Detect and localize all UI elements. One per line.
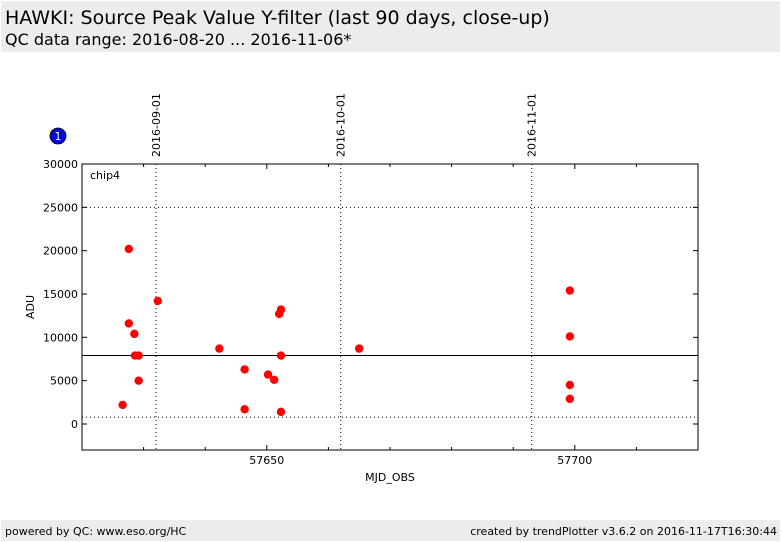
x-tick-label: 57700 <box>557 454 592 467</box>
data-point <box>276 351 286 360</box>
panel-label: chip4 <box>90 169 120 182</box>
data-point <box>134 351 143 360</box>
data-point <box>355 344 364 353</box>
date-markers: 2016-09-01 2016-10-01 2016-11-01 <box>150 93 539 450</box>
data-point <box>130 329 139 339</box>
data-point <box>134 376 143 385</box>
y-tick-label: 25000 <box>43 201 78 214</box>
date-marker-label: 2016-11-01 <box>526 93 539 157</box>
badge-icon: 1 <box>49 127 67 145</box>
data-point <box>565 380 575 390</box>
page-subtitle: QC data range: 2016-08-20 ... 2016-11-06… <box>5 30 352 49</box>
data-point <box>124 319 134 328</box>
data-points <box>118 244 575 417</box>
badge-number: 1 <box>55 130 62 143</box>
y-tick-label: 5000 <box>50 375 78 388</box>
x-axis-ticks: 57650 57700 <box>81 164 699 467</box>
data-point <box>276 407 286 417</box>
data-point <box>565 332 575 341</box>
y-tick-label: 20000 <box>43 245 78 258</box>
data-point <box>269 375 279 384</box>
data-point <box>153 296 162 306</box>
y-tick-label: 15000 <box>43 288 78 301</box>
grid-lines <box>82 206 698 418</box>
page-title: HAWKI: Source Peak Value Y-filter (last … <box>5 7 550 29</box>
y-axis-label: ADU <box>24 295 37 319</box>
data-point <box>118 400 127 410</box>
data-point <box>565 286 575 295</box>
y-tick-label: 10000 <box>43 331 78 344</box>
y-axis-ticks: 0 5000 10000 15000 20000 25000 30000 <box>43 158 698 431</box>
data-point <box>276 305 286 314</box>
y-tick-label: 30000 <box>43 158 78 171</box>
data-point <box>240 405 249 414</box>
header-bar: HAWKI: Source Peak Value Y-filter (last … <box>1 1 780 52</box>
badge-circle <box>49 127 67 145</box>
date-marker-label: 2016-09-01 <box>150 93 163 157</box>
data-point <box>565 394 575 404</box>
data-point <box>124 244 134 254</box>
y-tick-label: 0 <box>71 418 78 431</box>
date-marker-label: 2016-10-01 <box>335 93 348 157</box>
data-point <box>215 344 224 353</box>
footer-bar: powered by QC: www.eso.org/HC created by… <box>1 520 780 541</box>
footer-credit: powered by QC: www.eso.org/HC <box>5 525 187 538</box>
x-axis-label: MJD_OBS <box>365 471 415 484</box>
footer-created: created by trendPlotter v3.6.2 on 2016-1… <box>470 525 777 538</box>
x-tick-label: 57650 <box>249 454 284 467</box>
plot-area <box>81 163 699 451</box>
data-point <box>240 365 249 374</box>
data-point <box>263 370 273 379</box>
